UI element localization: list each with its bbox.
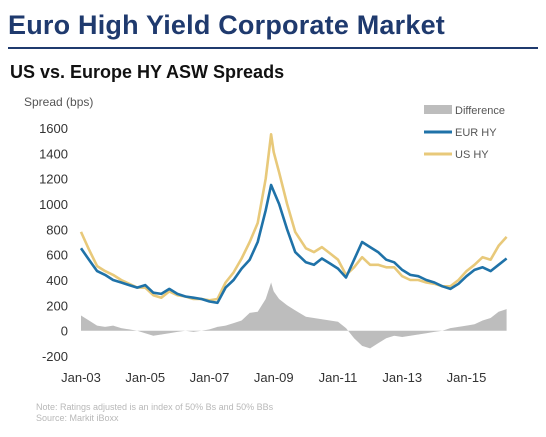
x-axis: Jan-03 Jan-05 Jan-07 Jan-09 Jan-11 Jan-13 Jan-… xyxy=(61,370,486,385)
difference-area xyxy=(81,282,507,349)
y-tick-label: 0 xyxy=(61,324,68,339)
x-tick-label: Jan-03 xyxy=(61,370,101,385)
y-tick-label: 600 xyxy=(46,248,68,263)
y-tick-label: 1000 xyxy=(39,197,68,212)
x-tick-label: Jan-05 xyxy=(125,370,165,385)
us-hy-line xyxy=(79,133,508,302)
series-line-layer xyxy=(79,133,508,305)
y-tick-label: -200 xyxy=(42,349,68,364)
legend-swatch-difference xyxy=(424,105,452,114)
page-title: Euro High Yield Corporate Market xyxy=(8,10,445,40)
y-tick-label: 200 xyxy=(46,298,68,313)
x-tick-label: Jan-15 xyxy=(447,370,487,385)
y-tick-label: 800 xyxy=(46,222,68,237)
y-tick-label: 1600 xyxy=(39,121,68,136)
y-tick-label: 1200 xyxy=(39,172,68,187)
title-divider xyxy=(8,47,538,49)
legend-swatch-us-hy xyxy=(424,152,452,156)
source-note: Source: Markit iBoxx xyxy=(36,413,119,423)
difference-area-layer xyxy=(80,282,507,349)
x-tick-label: Jan-07 xyxy=(190,370,230,385)
legend-label-us-hy: US HY xyxy=(455,149,489,161)
x-tick-label: Jan-11 xyxy=(319,370,358,385)
legend-label-eur-hy: EUR HY xyxy=(455,127,497,139)
x-tick-label: Jan-13 xyxy=(382,370,422,385)
footnote: Note: Ratings adjusted is an index of 50… xyxy=(36,402,274,412)
x-tick-label: Jan-09 xyxy=(254,370,294,385)
legend-label-difference: Difference xyxy=(455,105,505,117)
y-tick-label: 1400 xyxy=(39,146,68,161)
y-axis: -200 0 200 400 600 800 1000 1200 1400 1600 xyxy=(39,121,68,364)
chart-subtitle: US vs. Europe HY ASW Spreads xyxy=(10,62,285,82)
legend-swatch-eur-hy xyxy=(424,130,452,134)
eur-hy-line xyxy=(79,183,508,305)
legend: Difference EUR HY US HY xyxy=(424,105,505,161)
y-tick-label: 400 xyxy=(46,273,68,288)
y-axis-title: Spread (bps) xyxy=(24,95,93,109)
